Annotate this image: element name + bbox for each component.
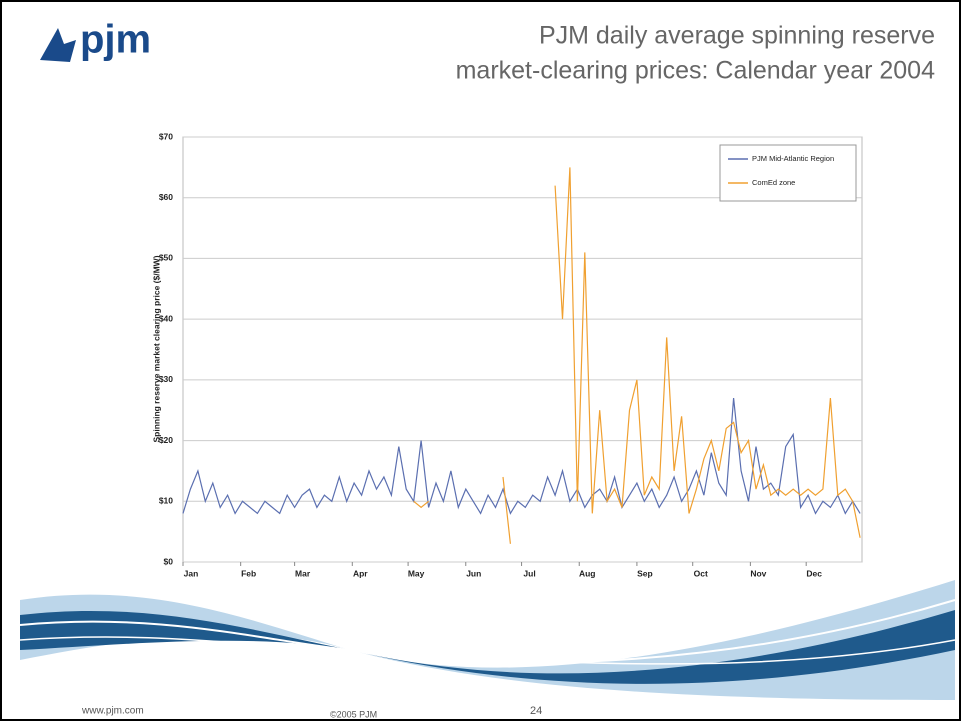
x-tick-label: Jun <box>466 568 481 578</box>
x-tick-label: Nov <box>750 568 766 578</box>
wave-line <box>19 599 956 664</box>
x-tick-label: Dec <box>806 568 822 578</box>
x-tick-label: Feb <box>241 568 256 578</box>
x-tick-label: Jul <box>523 568 535 578</box>
logo-text: pjm <box>80 18 151 62</box>
line-series <box>413 167 861 544</box>
legend-label: PJM Mid-Atlantic Region <box>752 154 834 163</box>
y-axis-label: Spinning reserve market clearing price (… <box>151 255 161 442</box>
swoosh <box>19 580 956 700</box>
x-tick-label: Jan <box>184 568 199 578</box>
x-tick-label: Mar <box>295 568 311 578</box>
page-number: 24 <box>530 705 542 717</box>
y-tick-label: $10 <box>159 496 173 506</box>
logo-mark <box>40 28 76 62</box>
plot-area <box>182 136 863 563</box>
x-tick-label: Sep <box>637 568 653 578</box>
y-tick-label: $70 <box>159 131 173 141</box>
x-tick-label: Oct <box>694 568 708 578</box>
legend-box <box>719 144 857 202</box>
y-tick-label: $40 <box>159 313 173 323</box>
footer-copyright: ©2005 PJM <box>330 709 377 719</box>
logo: pjm <box>40 18 151 62</box>
slide-title: PJM daily average spinning reserve <box>539 22 935 50</box>
line-series <box>182 398 861 515</box>
wave-line <box>19 636 956 665</box>
x-tick-label: Aug <box>579 568 596 578</box>
x-tick-label: May <box>408 568 425 578</box>
y-tick-label: $30 <box>159 374 173 384</box>
y-tick-label: $50 <box>159 253 173 263</box>
slide-title: market-clearing prices: Calendar year 20… <box>456 57 935 85</box>
legend-label: ComEd zone <box>752 178 795 187</box>
y-tick-label: $60 <box>159 192 173 202</box>
y-tick-label: $0 <box>164 556 174 566</box>
wave <box>20 610 955 684</box>
footer-url: www.pjm.com <box>81 706 144 717</box>
x-tick-label: Apr <box>353 568 368 578</box>
chart: Spinning reserve market clearing price (… <box>151 131 863 578</box>
y-tick-label: $20 <box>159 435 173 445</box>
